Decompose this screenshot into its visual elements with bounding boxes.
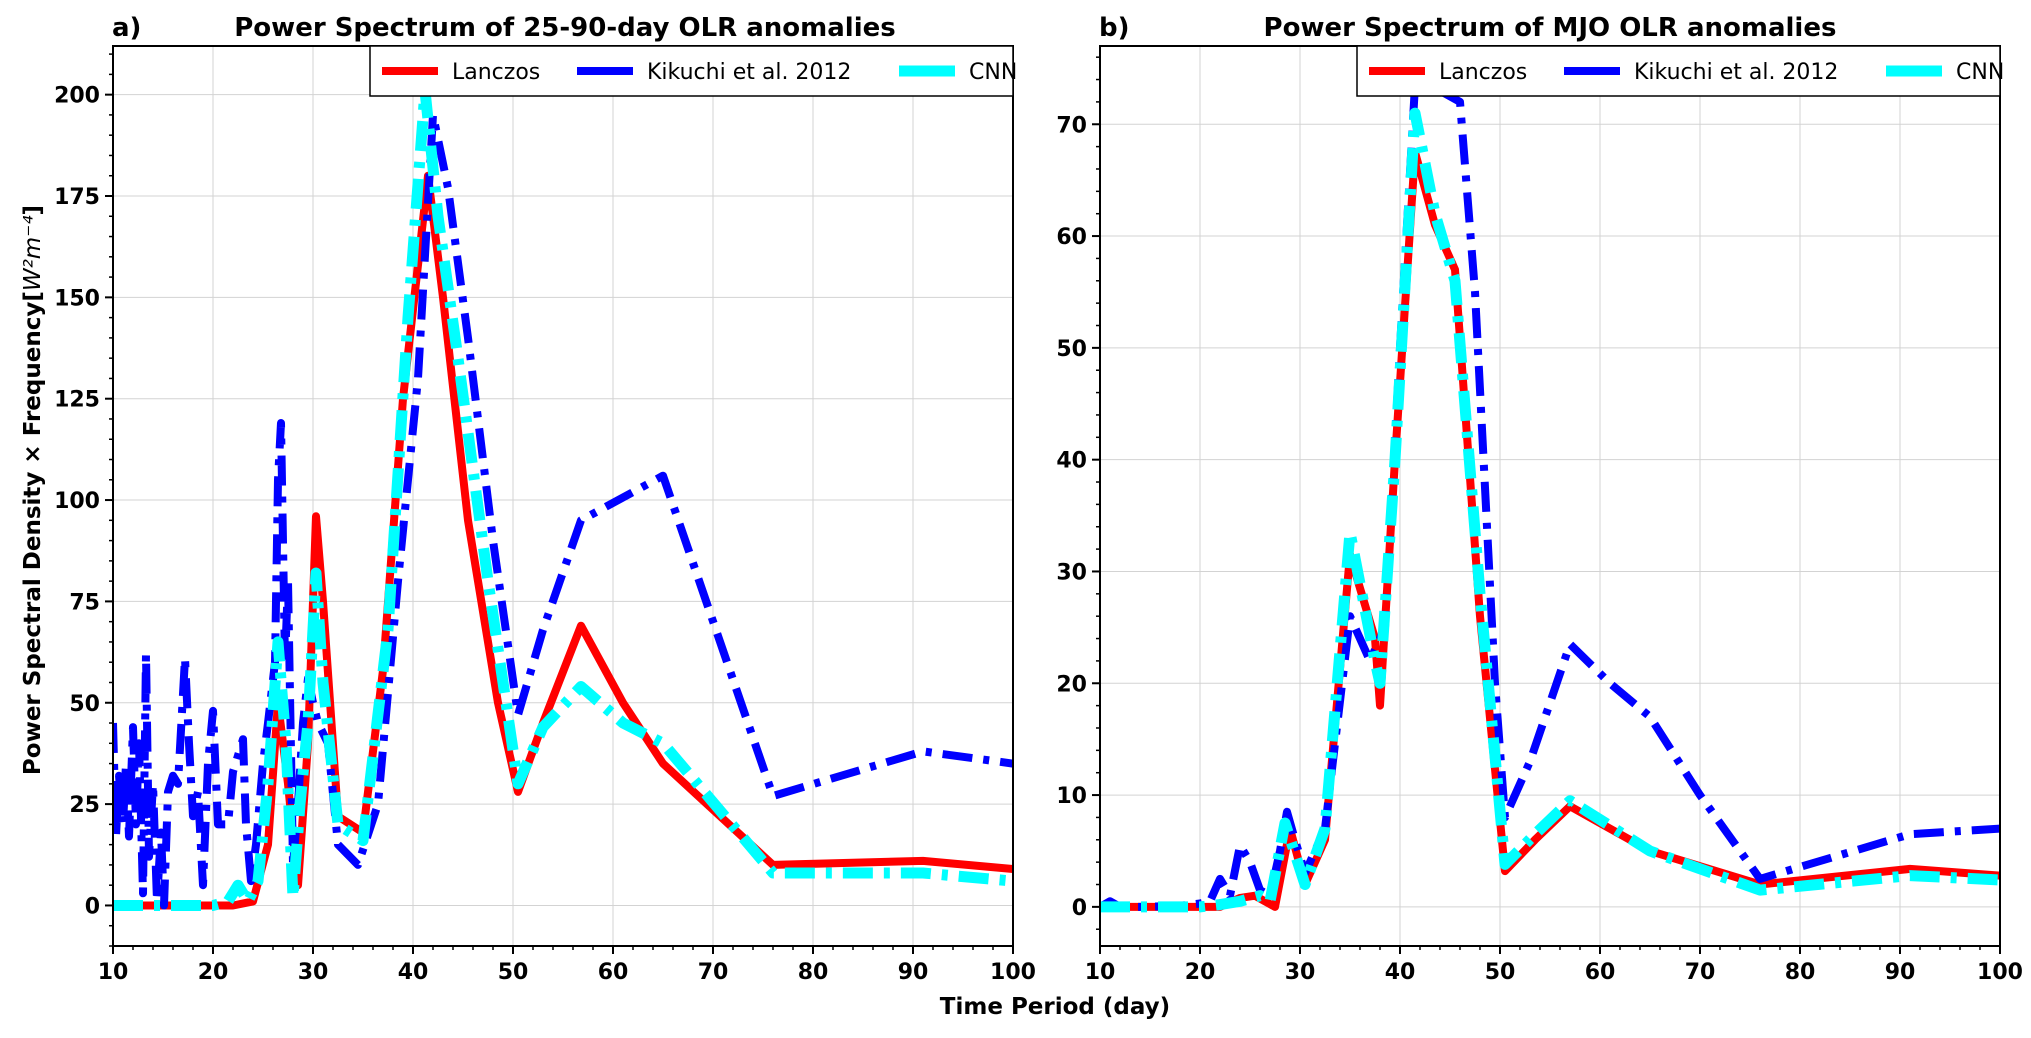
y-tick-label-150: 150 bbox=[54, 286, 100, 311]
y-tick-label-75: 75 bbox=[69, 590, 100, 615]
y-tick-label-25: 25 bbox=[69, 793, 100, 818]
y-tick-label-175: 175 bbox=[54, 185, 100, 210]
grid-b bbox=[1099, 46, 2001, 946]
y-tick-label-10: 10 bbox=[1056, 784, 1087, 809]
legend-b: Lanczos Kikuchi et al. 2012 CNN bbox=[1356, 45, 2004, 97]
x-tick-label-80: 80 bbox=[1785, 960, 1816, 985]
y-tick-label-0: 0 bbox=[1072, 896, 1087, 921]
legend-label-kikuchi-et-al-2012: Kikuchi et al. 2012 bbox=[1634, 60, 1838, 85]
y-tick-label-125: 125 bbox=[54, 388, 100, 413]
x-tick-label-80: 80 bbox=[798, 960, 829, 985]
x-tick-label-10: 10 bbox=[98, 960, 129, 985]
series-line-lanczos bbox=[1100, 148, 2000, 911]
legend-label-kikuchi-et-al-2012: Kikuchi et al. 2012 bbox=[647, 60, 851, 85]
series-b bbox=[1100, 81, 2000, 913]
x-tick-label-30: 30 bbox=[1285, 960, 1316, 985]
chart-title-a: Power Spectrum of 25-90-day OLR anomalie… bbox=[234, 13, 896, 43]
panel-label-a: a) bbox=[112, 13, 141, 43]
y-tick-label-60: 60 bbox=[1056, 225, 1087, 250]
plot-frame-b bbox=[1099, 45, 2001, 947]
x-tick-label-50: 50 bbox=[498, 960, 529, 985]
series-line-kikuchi-et-al-2012 bbox=[113, 110, 1013, 910]
y-tick-label-100: 100 bbox=[54, 489, 100, 514]
x-tick-label-40: 40 bbox=[398, 960, 429, 985]
x-axis-label: Time Period (day) bbox=[940, 994, 1170, 1020]
y-tick-label-40: 40 bbox=[1056, 449, 1087, 474]
x-tick-label-40: 40 bbox=[1385, 960, 1416, 985]
y-tick-label-70: 70 bbox=[1056, 113, 1087, 138]
x-tick-label-90: 90 bbox=[898, 960, 929, 985]
y-tick-label-0: 0 bbox=[85, 894, 100, 919]
x-tick-label-20: 20 bbox=[1185, 960, 1216, 985]
legend-label-lanczos: Lanczos bbox=[1439, 60, 1527, 85]
x-tick-label-10: 10 bbox=[1085, 960, 1116, 985]
legend-label-cnn: CNN bbox=[969, 60, 1017, 85]
x-tick-label-70: 70 bbox=[698, 960, 729, 985]
y-tick-label-50: 50 bbox=[1056, 337, 1087, 362]
x-tick-label-100: 100 bbox=[990, 960, 1036, 985]
legend-label-cnn: CNN bbox=[1956, 60, 2004, 85]
ticks-b: 10 20 30 40 50 60 70 80 90 100 0 10 20 30 40 50 60 70 bbox=[1056, 56, 2023, 985]
chart-title-b: Power Spectrum of MJO OLR anomalies bbox=[1264, 13, 1837, 43]
series-line-cnn bbox=[113, 85, 1013, 911]
y-axis-label-close: ] bbox=[20, 205, 46, 216]
x-tick-label-60: 60 bbox=[598, 960, 629, 985]
y-tick-label-30: 30 bbox=[1056, 560, 1087, 585]
y-tick-label-50: 50 bbox=[69, 692, 100, 717]
x-tick-label-90: 90 bbox=[1885, 960, 1916, 985]
panel-a: 10 20 30 40 50 60 70 80 90 100 0 25 50 75 100 125 150 175… bbox=[54, 13, 1036, 985]
x-tick-label-20: 20 bbox=[198, 960, 229, 985]
x-tick-label-70: 70 bbox=[1685, 960, 1716, 985]
x-tick-label-30: 30 bbox=[298, 960, 329, 985]
y-axis-label-main: Power Spectral Density × Frequency[ bbox=[20, 291, 46, 775]
legend-label-lanczos: Lanczos bbox=[452, 60, 540, 85]
y-tick-label-200: 200 bbox=[54, 84, 100, 109]
x-tick-label-50: 50 bbox=[1485, 960, 1516, 985]
series-a bbox=[113, 85, 1013, 911]
series-line-kikuchi-et-al-2012 bbox=[1100, 81, 2000, 911]
y-axis-label: Power Spectral Density × Frequency[W²m⁻⁴… bbox=[20, 205, 46, 775]
y-axis-label-units: W²m⁻⁴ bbox=[20, 215, 46, 291]
ticks-a: 10 20 30 40 50 60 70 80 90 100 0 25 50 75 100 125 150 175… bbox=[54, 53, 1036, 985]
legend-a: Lanczos Kikuchi et al. 2012 CNN bbox=[369, 45, 1017, 97]
panel-label-b: b) bbox=[1099, 13, 1130, 43]
series-line-cnn bbox=[1100, 107, 2000, 913]
x-tick-label-100: 100 bbox=[1977, 960, 2023, 985]
y-tick-label-20: 20 bbox=[1056, 672, 1087, 697]
x-tick-label-60: 60 bbox=[1585, 960, 1616, 985]
